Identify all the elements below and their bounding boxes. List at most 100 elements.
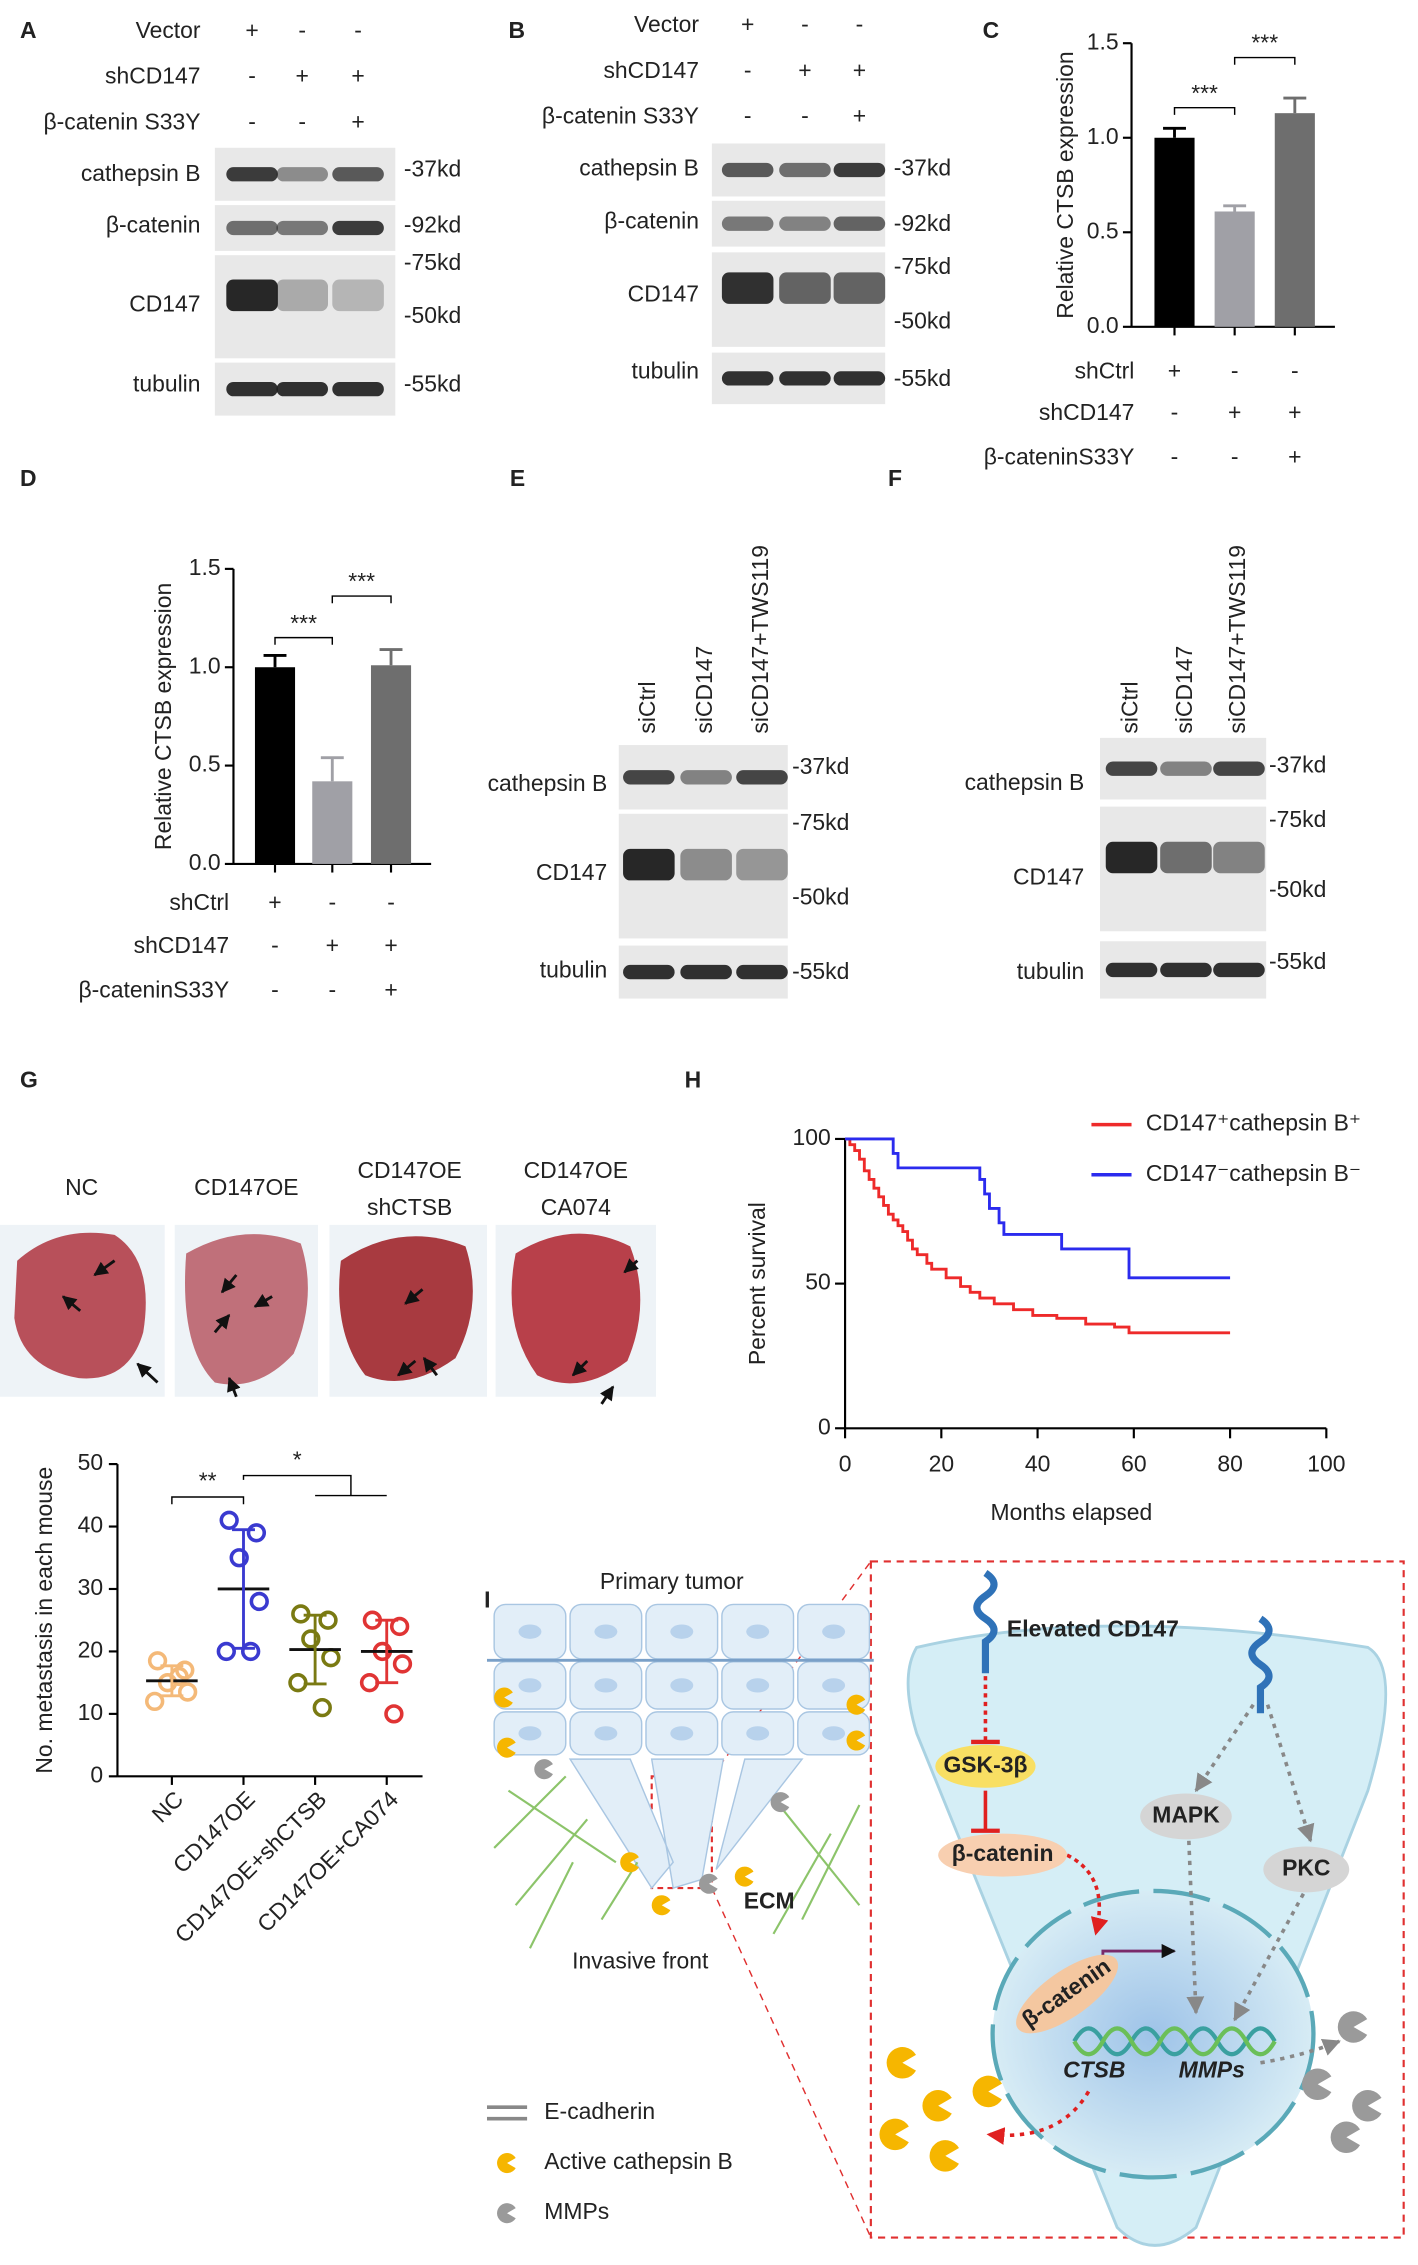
arrow (1260, 2038, 1341, 2065)
sign: + (384, 932, 397, 958)
y-tick-label: 100 (793, 1124, 831, 1150)
condition-label: β-cateninS33Y (984, 444, 1135, 470)
blot-band (680, 964, 732, 980)
cell-nucleus (594, 1678, 618, 1693)
sign: + (245, 17, 258, 43)
sign: - (1231, 358, 1239, 384)
y-tick-label: 1.5 (1087, 28, 1119, 54)
cathepsin-b (886, 2047, 917, 2079)
condition-label: β-catenin S33Y (43, 108, 200, 134)
nuclear-beta-catenin (1016, 1954, 1119, 2034)
blot-band (721, 216, 774, 231)
blot-band (276, 167, 329, 182)
sign: + (853, 103, 866, 129)
condition-label: Vector (136, 17, 201, 43)
diagram-label: Invasive front (572, 1948, 709, 1974)
size-marker: -50kd (404, 302, 461, 328)
arrow (1265, 1704, 1315, 1843)
sign: + (351, 63, 364, 89)
sign: + (1288, 399, 1301, 425)
beta-catenin-node (938, 1833, 1068, 1877)
cell-nucleus (518, 1678, 542, 1693)
diagram-label: ECM (744, 1887, 795, 1913)
blot-band (226, 279, 278, 312)
y-tick-label: 40 (78, 1512, 103, 1538)
blot-band (1105, 841, 1158, 874)
blot-band (680, 848, 732, 881)
arrow (1066, 1853, 1109, 1936)
sign: - (801, 11, 809, 37)
significance-bracket (1173, 106, 1236, 115)
x-axis-label: Months elapsed (991, 1499, 1153, 1525)
lane-label: siCD147 (691, 646, 717, 734)
size-marker: -37kd (792, 753, 849, 779)
diagram-label: MMPs (1179, 2056, 1245, 2082)
y-tick-label: 0 (90, 1761, 103, 1787)
x-tick-label: 0 (839, 1451, 852, 1477)
sign: + (853, 57, 866, 83)
y-tick-label: 50 (805, 1269, 830, 1295)
diagram-label: Elevated CD147 (1007, 1615, 1179, 1641)
lane-label: siCD147+TWS119 (747, 545, 773, 734)
y-tick-label: 0.5 (189, 751, 221, 777)
point (384, 1704, 404, 1724)
y-tick-label: 10 (78, 1699, 103, 1725)
blot-band (226, 220, 278, 236)
mmp (1301, 2068, 1332, 2101)
condition-label: shCD147 (1039, 399, 1135, 425)
panel-letter: C (983, 17, 1000, 43)
mmp (698, 1873, 718, 1894)
diagram-label: PKC (1282, 1854, 1330, 1880)
sign: - (328, 889, 336, 915)
diagram-label: MAPK (1152, 1801, 1220, 1827)
sign: - (1171, 444, 1179, 470)
cell-nucleus (822, 1678, 846, 1693)
y-tick-label: 0.5 (1087, 217, 1119, 243)
sign: - (387, 889, 395, 915)
blot-band (226, 167, 278, 182)
y-axis-label: Relative CTSB expression (150, 583, 176, 850)
sign: + (296, 63, 309, 89)
significance-bracket (171, 1496, 245, 1505)
mmp (534, 1759, 553, 1780)
size-marker: -75kd (1269, 806, 1326, 832)
bar (1274, 113, 1315, 327)
y-tick-label: 1.5 (189, 554, 221, 580)
sign: + (741, 11, 754, 37)
panel-letter: G (20, 1067, 38, 1093)
group-label: CA074 (541, 1194, 611, 1220)
blot-band (1160, 761, 1212, 776)
y-tick-label: 30 (78, 1574, 103, 1600)
bar (312, 781, 353, 864)
blot-band (736, 964, 788, 980)
size-marker: -37kd (404, 156, 461, 182)
panel-letter: B (508, 17, 525, 43)
group-label: shCTSB (367, 1194, 452, 1220)
condition-label: β-cateninS33Y (78, 976, 229, 1002)
size-marker: -55kd (404, 371, 461, 397)
sign: + (326, 932, 339, 958)
sign: + (798, 57, 811, 83)
cathepsin-b (620, 1852, 639, 1873)
panel-letter: A (20, 17, 37, 43)
sign: + (1228, 399, 1241, 425)
gsk-node (935, 1744, 1036, 1788)
blot-band (721, 162, 774, 178)
blot-band (779, 162, 831, 178)
size-marker: -92kd (404, 212, 461, 238)
cathepsin-b (929, 2140, 959, 2172)
blot-band (332, 381, 384, 397)
liver (14, 1232, 146, 1379)
cathepsin-b (879, 2118, 909, 2151)
blot-band (833, 272, 886, 304)
point (246, 1523, 267, 1543)
band-label: tubulin (540, 956, 608, 982)
pkc-node (1263, 1846, 1350, 1893)
arrow (1186, 1840, 1205, 2015)
arrow (1233, 1892, 1305, 2022)
survival-line (845, 1137, 1231, 1335)
y-axis-label: Percent survival (744, 1202, 770, 1365)
size-marker: -55kd (1269, 948, 1326, 974)
blot-band (1213, 962, 1265, 978)
